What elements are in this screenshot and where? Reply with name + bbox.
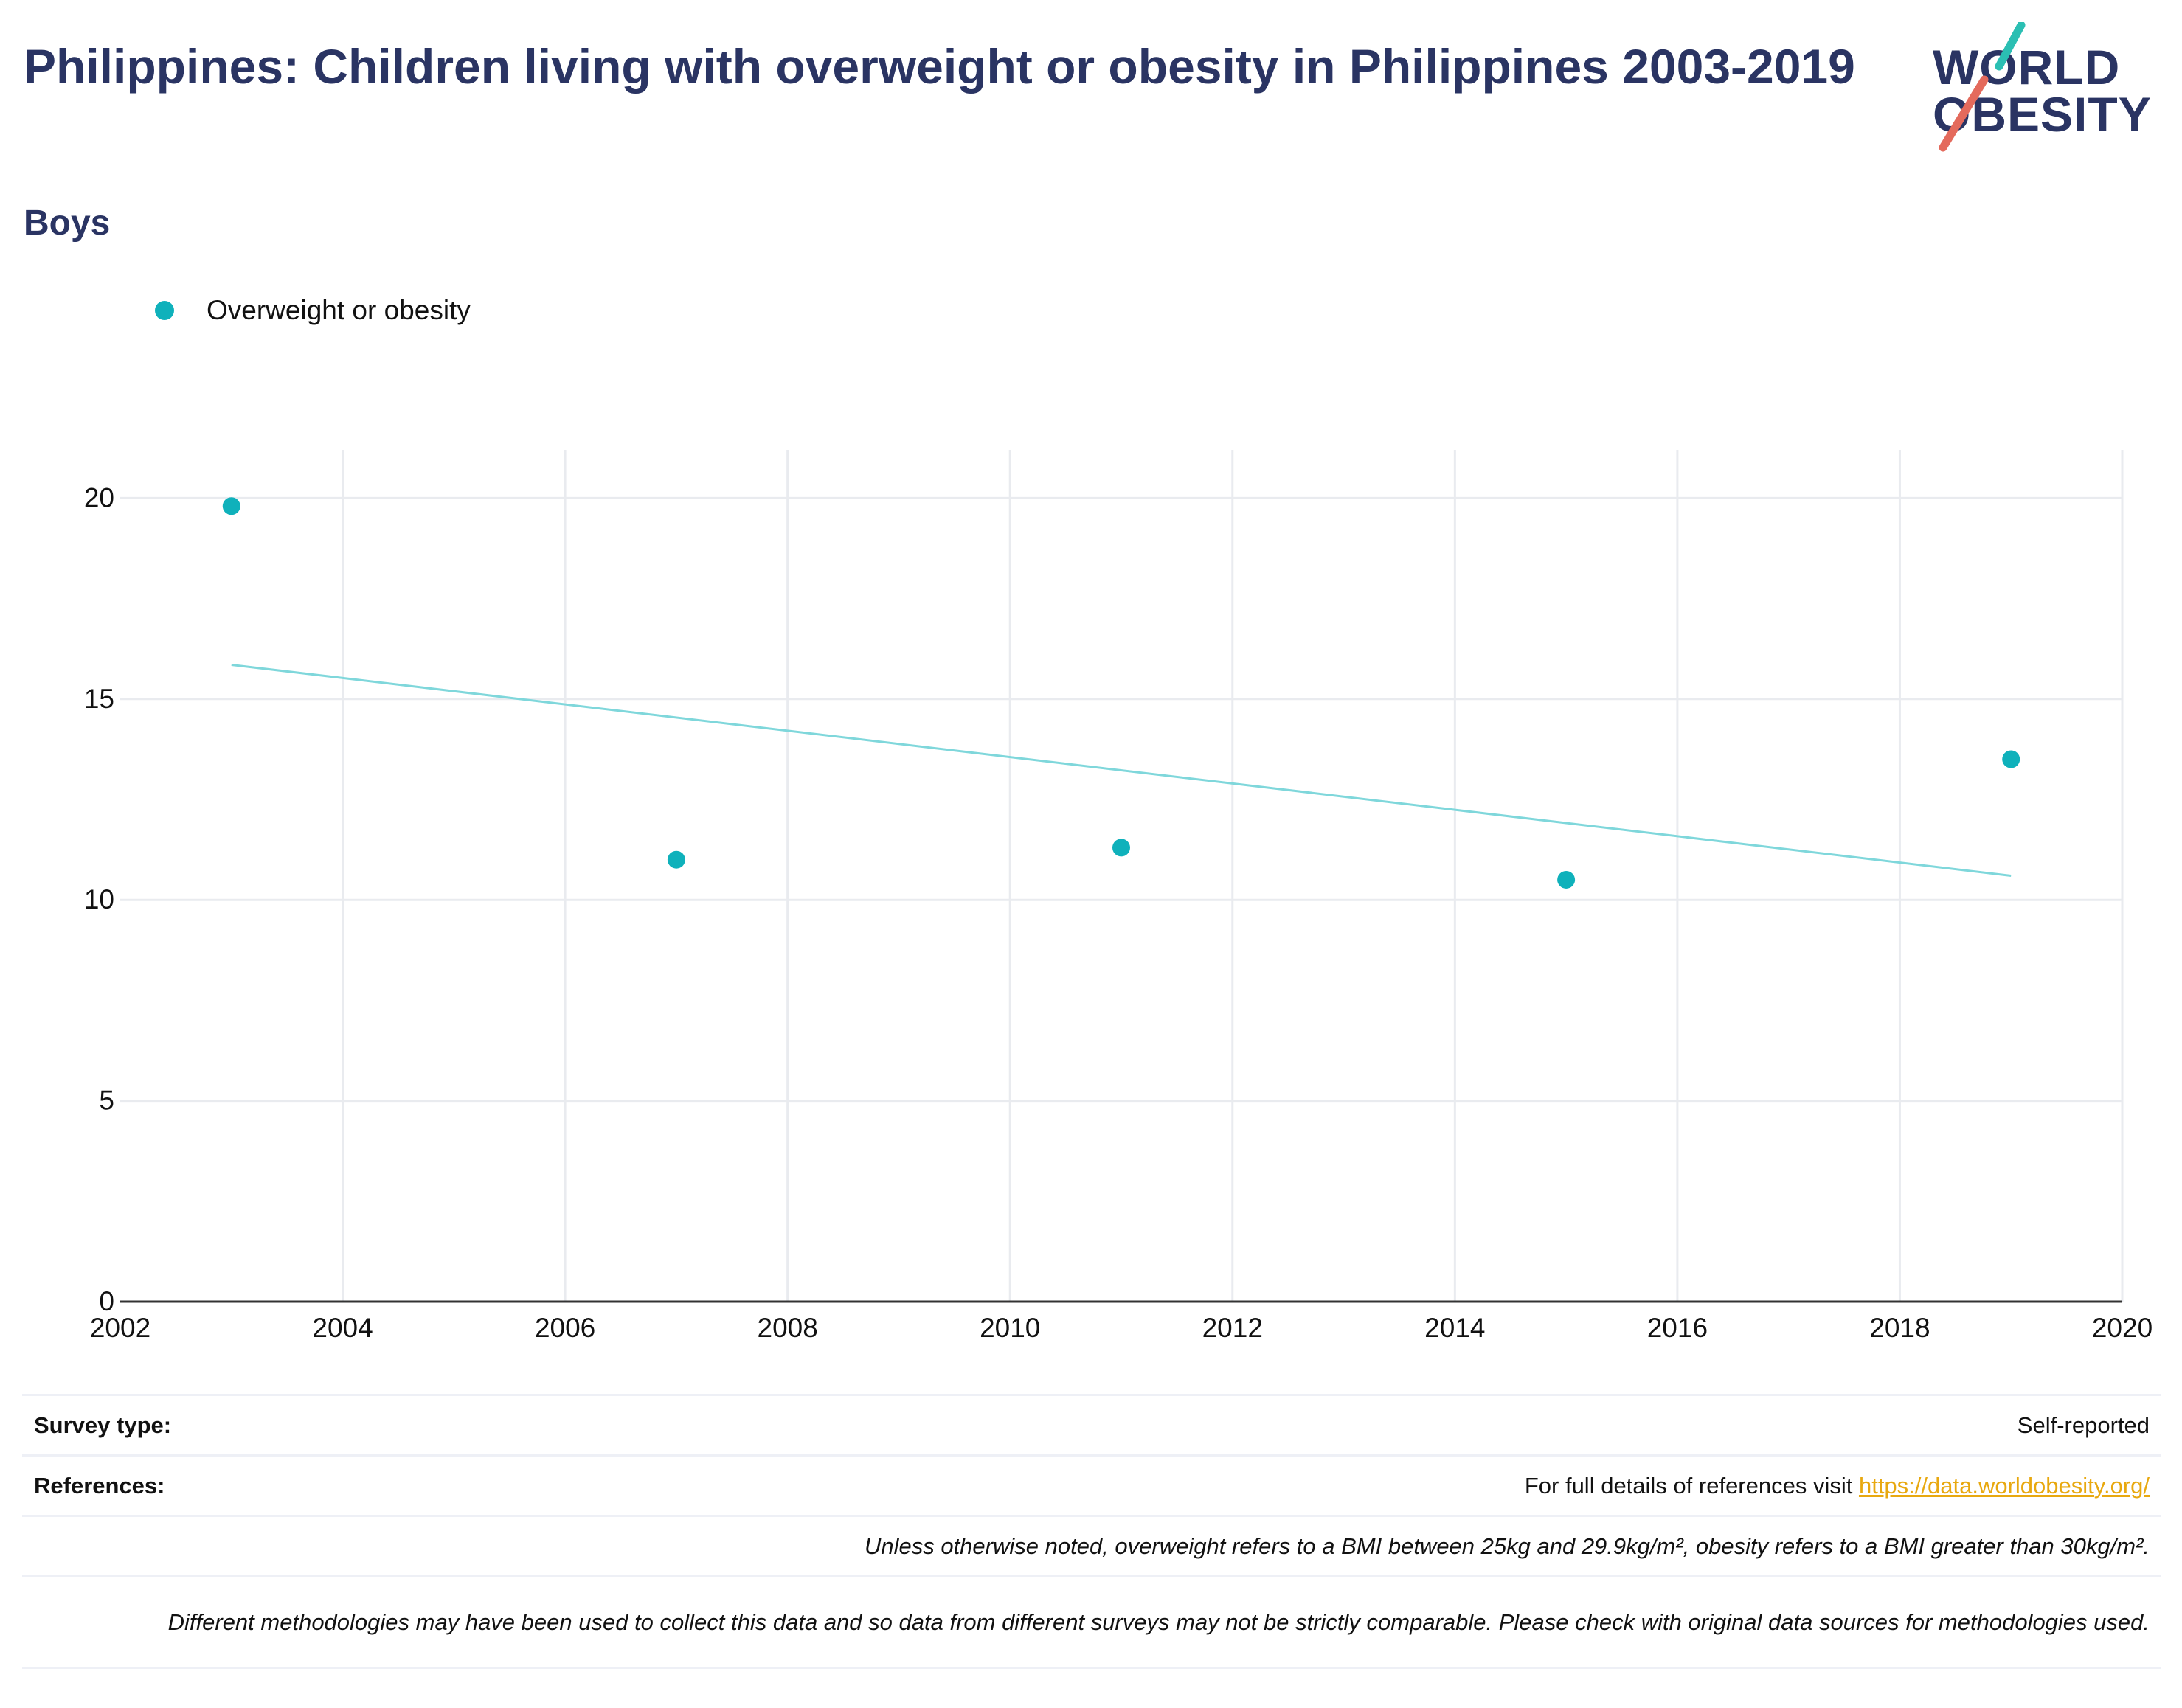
legend[interactable]: Overweight or obesity	[155, 295, 471, 326]
x-tick-label: 2020	[2092, 1313, 2152, 1343]
survey-type-value: Self-reported	[2017, 1412, 2150, 1438]
y-tick-label: 10	[84, 884, 114, 914]
bmi-note-row: Unless otherwise noted, overweight refer…	[22, 1515, 2161, 1575]
x-tick-label: 2010	[980, 1313, 1040, 1343]
logo-line-1: WORLD	[1933, 40, 2121, 94]
y-tick-label: 20	[84, 482, 114, 513]
data-point	[667, 850, 685, 869]
footer-bottom-rule	[22, 1667, 2161, 1669]
methods-note-row: Different methodologies may have been us…	[22, 1575, 2161, 1667]
references-row: References: For full details of referenc…	[22, 1454, 2161, 1515]
legend-marker-icon	[155, 301, 174, 320]
logo-slash-red	[1939, 75, 1989, 152]
logo-slash-icon	[1939, 22, 2026, 152]
x-tick-label: 2002	[90, 1313, 150, 1343]
legend-label: Overweight or obesity	[207, 295, 471, 325]
x-tick-label: 2014	[1424, 1313, 1485, 1343]
chart-title: Philippines: Children living with overwe…	[24, 39, 1855, 94]
references-text: For full details of references visit	[1524, 1472, 1859, 1499]
x-tick-label: 2008	[758, 1313, 818, 1343]
references-label: References:	[34, 1472, 165, 1499]
methods-note: Different methodologies may have been us…	[167, 1608, 2150, 1635]
data-point	[1112, 839, 1130, 857]
y-tick-label: 5	[99, 1086, 114, 1116]
world-obesity-logo: WORLD OBESITY	[1933, 22, 2161, 159]
chart-area: 2002 2004 2006 2008 2010 2012 2014 2016 2018 2020…	[0, 413, 2182, 1372]
survey-type-label: Survey type:	[34, 1412, 172, 1438]
footer: Survey type: Self-reported References: F…	[22, 1394, 2161, 1669]
x-tick-label: 2006	[535, 1313, 595, 1343]
logo-slash-teal	[1995, 22, 2026, 71]
x-tick-label: 2016	[1647, 1313, 1708, 1343]
data-point	[222, 497, 240, 515]
references-link[interactable]: https://data.worldobesity.org/	[1858, 1472, 2150, 1499]
x-tick-label: 2004	[312, 1313, 373, 1343]
chart-subtitle: Boys	[24, 204, 111, 243]
y-tick-label: 15	[84, 684, 114, 714]
references-value: For full details of references visit htt…	[1525, 1473, 2150, 1499]
x-tick-label: 2012	[1202, 1313, 1263, 1343]
x-tick-label: 2018	[1869, 1313, 1930, 1343]
data-point	[1557, 870, 1576, 889]
survey-type-row: Survey type: Self-reported	[22, 1394, 2161, 1454]
scatter-chart: 2002 2004 2006 2008 2010 2012 2014 2016 2018 2020…	[84, 450, 2152, 1343]
bmi-note: Unless otherwise noted, overweight refer…	[864, 1532, 2150, 1559]
data-point	[2002, 750, 2020, 768]
y-tick-label: 0	[99, 1286, 114, 1316]
trend-line	[231, 663, 2012, 877]
